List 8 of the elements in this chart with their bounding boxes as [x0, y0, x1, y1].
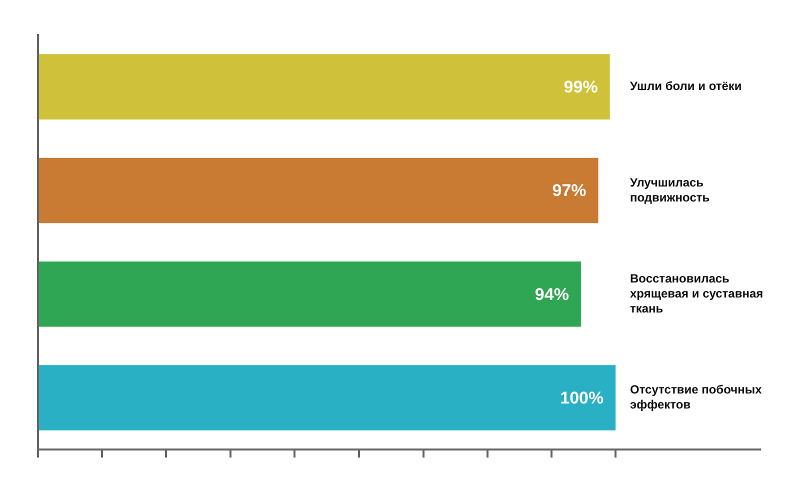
- y-tick-label: Ушли боли и отёки: [630, 79, 742, 94]
- y-tick-label: Улучшилась подвижность: [630, 175, 710, 204]
- data-label: 94%: [534, 284, 569, 304]
- data-label: 97%: [552, 181, 586, 200]
- data-label: 99%: [564, 78, 598, 97]
- y-tick-label: Восстановилась хрящевая и суставная ткань: [630, 271, 764, 316]
- data-label: 100%: [560, 388, 604, 408]
- y-tick-label: Отсутствие побочных эффектов: [630, 382, 762, 412]
